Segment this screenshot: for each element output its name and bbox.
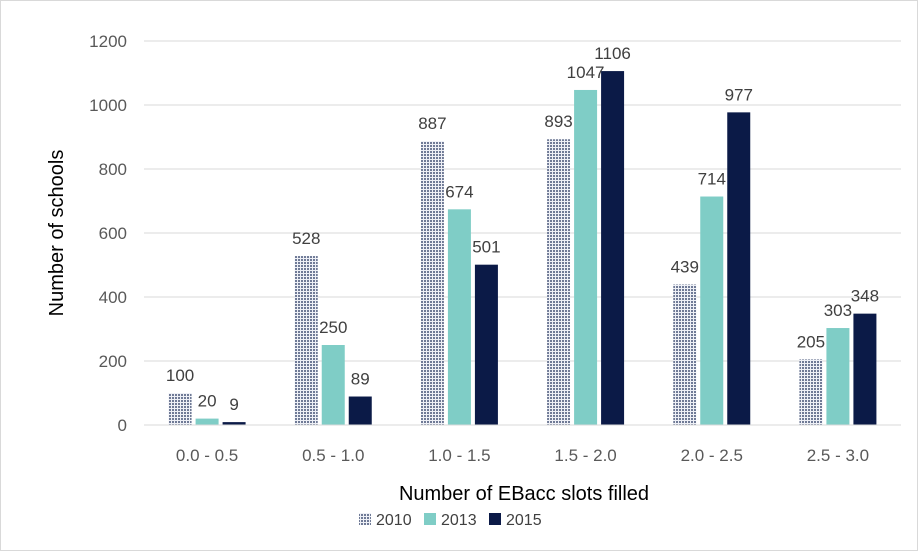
bar-2015-3 (474, 264, 498, 425)
data-label: 100 (166, 366, 194, 385)
bar-2015-1 (222, 422, 246, 425)
y-tick-label: 0 (118, 416, 127, 435)
data-label: 714 (698, 170, 726, 189)
bar-2015-5 (727, 112, 751, 426)
legend-label-2013: 2013 (441, 512, 477, 529)
y-tick-label: 1000 (89, 96, 127, 115)
data-label: 303 (824, 301, 852, 320)
data-label: 1047 (567, 63, 605, 82)
x-tick-label: 1.0 - 1.5 (428, 446, 490, 465)
data-label: 528 (292, 229, 320, 248)
bar-2015-4 (601, 71, 625, 425)
data-label: 439 (671, 258, 699, 277)
bar-2010-4 (547, 139, 571, 426)
y-tick-label: 800 (99, 160, 127, 179)
x-tick-label: 1.5 - 2.0 (554, 446, 616, 465)
legend: 2010 2013 2015 (359, 512, 542, 529)
data-label: 250 (319, 318, 347, 337)
bar-2013-4 (574, 89, 598, 426)
x-axis-ticks: 0.0 - 0.5 0.5 - 1.0 1.0 - 1.5 1.5 - 2.0 2.0 … (176, 446, 869, 465)
y-axis-ticks: 0 200 400 600 800 1000 1200 (89, 32, 127, 435)
bar-2015-2 (348, 396, 372, 425)
bar-2010-6 (799, 359, 823, 425)
y-axis-title: Number of schools (46, 150, 68, 317)
y-tick-label: 200 (99, 352, 127, 371)
y-tick-label: 400 (99, 288, 127, 307)
legend-swatch-2013 (424, 513, 436, 525)
bar-2013-6 (826, 328, 850, 425)
data-label: 348 (851, 287, 879, 306)
legend-label-2015: 2015 (506, 512, 542, 529)
bar-2013-1 (195, 418, 219, 425)
bar-2015-6 (853, 313, 877, 425)
x-tick-label: 2.0 - 2.5 (681, 446, 743, 465)
legend-swatch-2015 (489, 513, 501, 525)
data-label: 89 (351, 370, 370, 389)
bar-2010-5 (673, 284, 697, 425)
data-label: 9 (229, 395, 238, 414)
bar-2013-3 (447, 209, 471, 425)
data-label: 20 (198, 392, 217, 411)
bar-2013-2 (321, 345, 345, 425)
legend-swatch-2010 (359, 513, 371, 525)
x-tick-label: 0.0 - 0.5 (176, 446, 238, 465)
data-label: 1106 (594, 44, 631, 63)
data-label: 674 (445, 182, 473, 201)
x-tick-label: 2.5 - 3.0 (807, 446, 869, 465)
bars (168, 71, 877, 426)
bar-2010-3 (420, 141, 444, 425)
y-tick-label: 1200 (89, 32, 127, 51)
x-axis-title: Number of EBacc slots filled (399, 483, 649, 505)
data-label: 205 (797, 332, 825, 351)
data-label: 893 (544, 112, 572, 131)
y-tick-label: 600 (99, 224, 127, 243)
data-label: 501 (472, 238, 500, 257)
bar-2010-2 (294, 256, 318, 425)
bar-2013-5 (700, 196, 724, 425)
legend-label-2010: 2010 (376, 512, 412, 529)
bar-2010-1 (168, 393, 192, 425)
x-tick-label: 0.5 - 1.0 (302, 446, 364, 465)
data-label: 977 (725, 85, 753, 104)
gridlines (144, 40, 901, 362)
data-label: 887 (418, 114, 446, 133)
